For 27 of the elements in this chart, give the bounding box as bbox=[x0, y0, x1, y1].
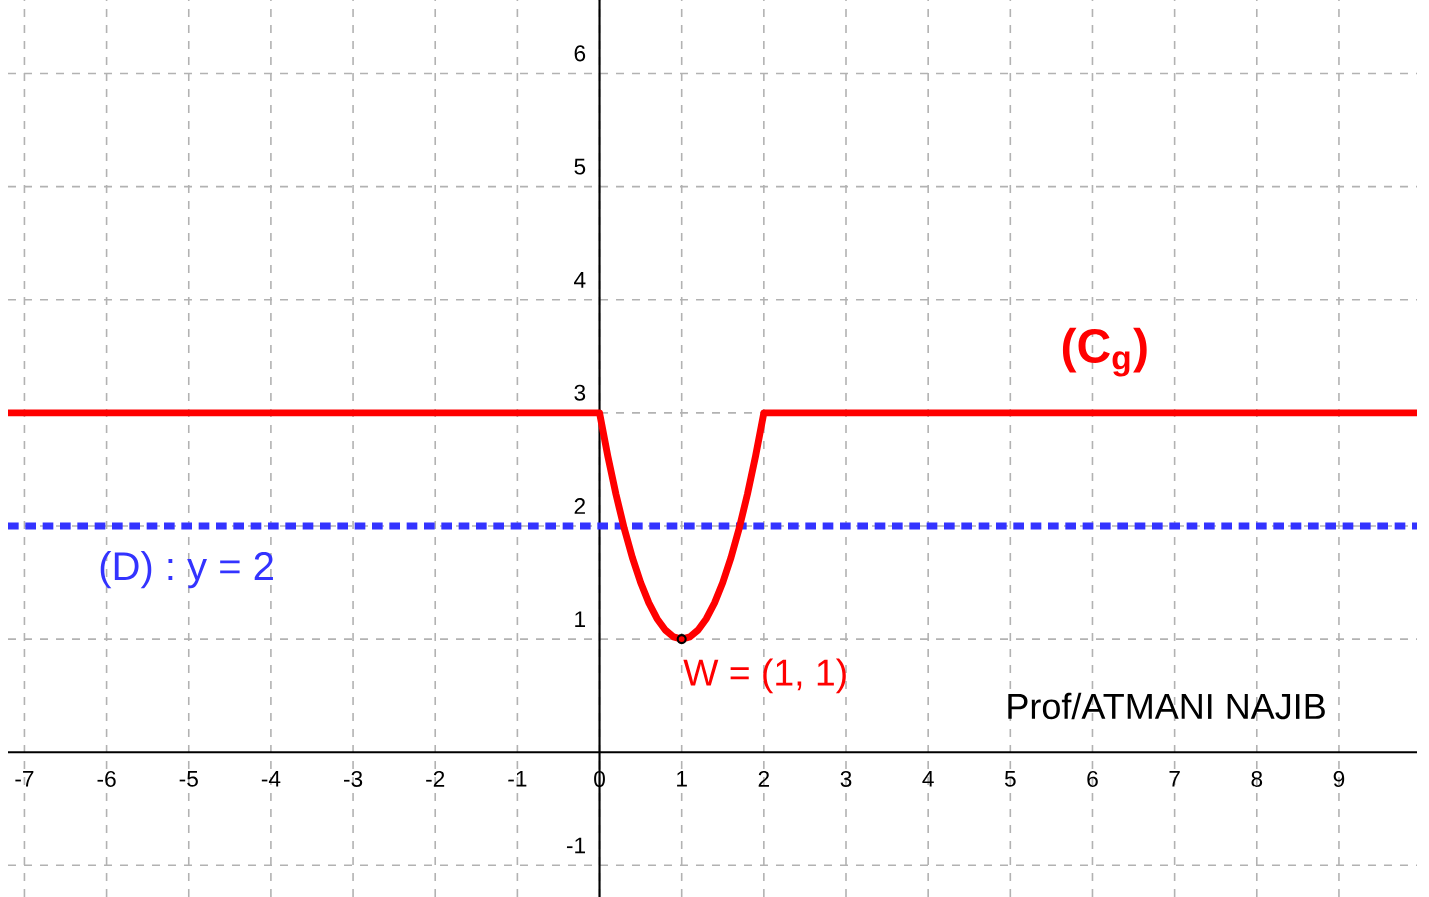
x-tick-label: -3 bbox=[343, 770, 363, 787]
x-tick-label: -2 bbox=[426, 770, 445, 787]
x-tick-label: 1 bbox=[677, 770, 687, 787]
y-tick-label: 4 bbox=[574, 272, 586, 288]
ref-line-label: (D) : y = 2 bbox=[100, 551, 273, 589]
y-tick-label: 1 bbox=[575, 611, 586, 627]
x-tick-label: 9 bbox=[1333, 770, 1345, 787]
y-tick-label: 2 bbox=[574, 498, 585, 514]
y-tick-label: 6 bbox=[574, 45, 586, 62]
x-tick-label: 5 bbox=[1004, 770, 1016, 787]
y-tick-label: -1 bbox=[566, 837, 586, 854]
x-tick-label: -5 bbox=[179, 770, 198, 787]
annotation: W = (1, 1) bbox=[683, 658, 846, 694]
x-tick-label: -7 bbox=[15, 770, 34, 787]
annotation: Prof/ATMANI NAJIB bbox=[1008, 692, 1325, 720]
x-tick-label: 8 bbox=[1251, 770, 1263, 787]
series-label: (C$_{g}$) bbox=[1062, 327, 1147, 377]
y-tick-label: 5 bbox=[574, 158, 586, 175]
x-tick-label: 6 bbox=[1087, 770, 1098, 787]
x-tick-label: 7 bbox=[1169, 770, 1180, 787]
x-tick-label: 2 bbox=[758, 770, 769, 787]
x-tick-label: -6 bbox=[97, 770, 116, 787]
x-tick-label: 3 bbox=[840, 770, 852, 787]
x-tick-label: 4 bbox=[922, 770, 934, 787]
x-tick-label: -1 bbox=[508, 770, 527, 787]
y-tick-label: 3 bbox=[574, 384, 586, 401]
x-tick-label: -4 bbox=[261, 770, 281, 787]
